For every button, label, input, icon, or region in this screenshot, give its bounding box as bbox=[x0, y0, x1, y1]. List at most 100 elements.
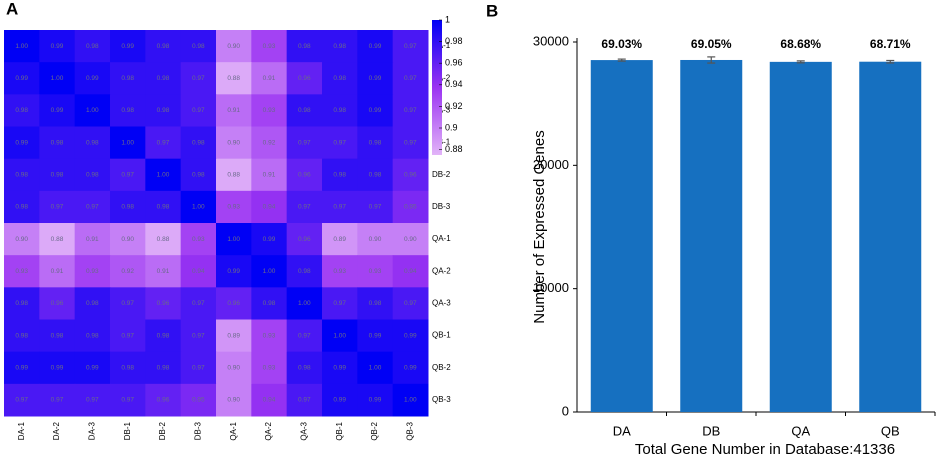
cell-label: 0.93 bbox=[86, 268, 99, 275]
cell-label: 0.99 bbox=[51, 107, 64, 114]
heatmap-cell bbox=[74, 255, 111, 288]
cell-label: 0.97 bbox=[298, 397, 311, 404]
heatmap-cell bbox=[216, 94, 252, 127]
cell-label: 0.94 bbox=[404, 268, 417, 275]
cell-label: 0.98 bbox=[192, 43, 205, 50]
cell-label: 0.99 bbox=[369, 397, 382, 404]
column-label: DA-1 bbox=[17, 421, 26, 440]
cell-label: 0.98 bbox=[15, 300, 28, 307]
heatmap-cell bbox=[216, 190, 252, 224]
cell-label: 1.00 bbox=[369, 364, 382, 371]
cell-label: 0.94 bbox=[192, 268, 205, 275]
cell-label: 0.97 bbox=[121, 397, 134, 404]
cell-label: 0.88 bbox=[227, 75, 240, 82]
heatmap-cell bbox=[110, 158, 146, 192]
cell-label: 0.96 bbox=[298, 75, 311, 82]
cell-label: 0.98 bbox=[369, 139, 382, 146]
heatmap-cell bbox=[145, 30, 182, 63]
colorbar-tick-label: 0.98 bbox=[445, 36, 463, 46]
cell-label: 0.98 bbox=[86, 300, 99, 307]
cell-label: 0.98 bbox=[15, 332, 28, 339]
cell-label: 0.90 bbox=[404, 236, 417, 243]
heatmap-cell bbox=[357, 383, 394, 417]
cell-label: 0.95 bbox=[404, 204, 417, 211]
cell-label: 1.00 bbox=[15, 43, 28, 50]
cell-label: 1.00 bbox=[227, 236, 240, 243]
cell-label: 0.91 bbox=[86, 236, 99, 243]
heatmap-cell bbox=[4, 62, 40, 95]
cell-label: 0.98 bbox=[15, 204, 28, 211]
row-label: QA-2 bbox=[432, 266, 451, 275]
cell-label: 0.97 bbox=[404, 300, 417, 307]
cell-label: 0.93 bbox=[15, 268, 28, 275]
cell-label: 1.00 bbox=[333, 332, 346, 339]
cell-label: 0.97 bbox=[369, 204, 382, 211]
cell-label: 0.93 bbox=[263, 364, 276, 371]
heatmap-cell bbox=[286, 287, 323, 320]
column-label: QB-3 bbox=[405, 421, 414, 440]
cell-label: 0.96 bbox=[157, 300, 170, 307]
heatmap-cell bbox=[4, 158, 40, 192]
heatmap-cell bbox=[180, 319, 217, 353]
heatmap-cell bbox=[4, 30, 40, 63]
cell-label: 0.92 bbox=[263, 139, 276, 146]
heatmap-cell bbox=[180, 30, 217, 63]
heatmap-cell bbox=[357, 190, 394, 224]
cell-label: 0.97 bbox=[192, 107, 205, 114]
heatmap-cell bbox=[216, 30, 252, 63]
heatmap-cell bbox=[39, 223, 76, 256]
heatmap-cell bbox=[4, 319, 40, 353]
cell-label: 0.98 bbox=[333, 107, 346, 114]
panel-label: A bbox=[6, 0, 18, 18]
column-label: DB-2 bbox=[158, 421, 167, 440]
heatmap-cell bbox=[110, 319, 146, 353]
heatmap-cell bbox=[145, 126, 182, 160]
cell-label: 0.99 bbox=[51, 43, 64, 50]
cell-label: 0.99 bbox=[333, 397, 346, 404]
cell-label: 0.90 bbox=[227, 397, 240, 404]
cell-label: 0.96 bbox=[298, 236, 311, 243]
cell-label: 0.99 bbox=[86, 364, 99, 371]
cell-label: 1.00 bbox=[404, 397, 417, 404]
heatmap-cell bbox=[392, 383, 429, 417]
heatmap-cell bbox=[357, 319, 394, 353]
cell-label: 0.99 bbox=[333, 364, 346, 371]
cell-label: 0.98 bbox=[51, 139, 64, 146]
heatmap-cell bbox=[251, 223, 288, 256]
heatmap-cell bbox=[39, 30, 76, 63]
cell-label: 0.97 bbox=[86, 204, 99, 211]
heatmap-cell bbox=[251, 126, 288, 160]
bar bbox=[590, 60, 653, 413]
cell-label: 0.98 bbox=[86, 171, 99, 178]
cell-label: 0.98 bbox=[157, 75, 170, 82]
heatmap-cell bbox=[251, 351, 288, 385]
heatmap-cell bbox=[74, 94, 111, 127]
cell-label: 0.99 bbox=[15, 139, 28, 146]
heatmap-cell bbox=[145, 94, 182, 127]
cell-label: 0.90 bbox=[369, 236, 382, 243]
cell-label: 0.98 bbox=[298, 268, 311, 275]
cell-label: 0.90 bbox=[121, 236, 134, 243]
heatmap-cell bbox=[322, 319, 358, 353]
cell-label: 0.93 bbox=[333, 268, 346, 275]
cell-label: 0.97 bbox=[192, 332, 205, 339]
cell-label: 0.97 bbox=[333, 139, 346, 146]
cell-label: 0.88 bbox=[157, 236, 170, 243]
heatmap-cell bbox=[216, 158, 252, 192]
cell-label: 0.97 bbox=[121, 300, 134, 307]
heatmap-cell bbox=[110, 94, 146, 127]
heatmap-cell bbox=[4, 190, 40, 224]
cell-label: 0.91 bbox=[263, 75, 276, 82]
heatmap-cell bbox=[180, 126, 217, 160]
cell-label: 0.97 bbox=[86, 397, 99, 404]
cell-label: 0.97 bbox=[192, 75, 205, 82]
heatmap-cell bbox=[110, 190, 146, 224]
heatmap-cell bbox=[180, 62, 217, 95]
heatmap-cell bbox=[286, 223, 323, 256]
cell-label: 0.98 bbox=[298, 364, 311, 371]
heatmap-cell bbox=[180, 255, 217, 288]
heatmap-cell bbox=[322, 94, 358, 127]
cell-label: 0.99 bbox=[263, 236, 276, 243]
row-label: QB-2 bbox=[432, 363, 451, 372]
cell-label: 0.89 bbox=[227, 332, 240, 339]
